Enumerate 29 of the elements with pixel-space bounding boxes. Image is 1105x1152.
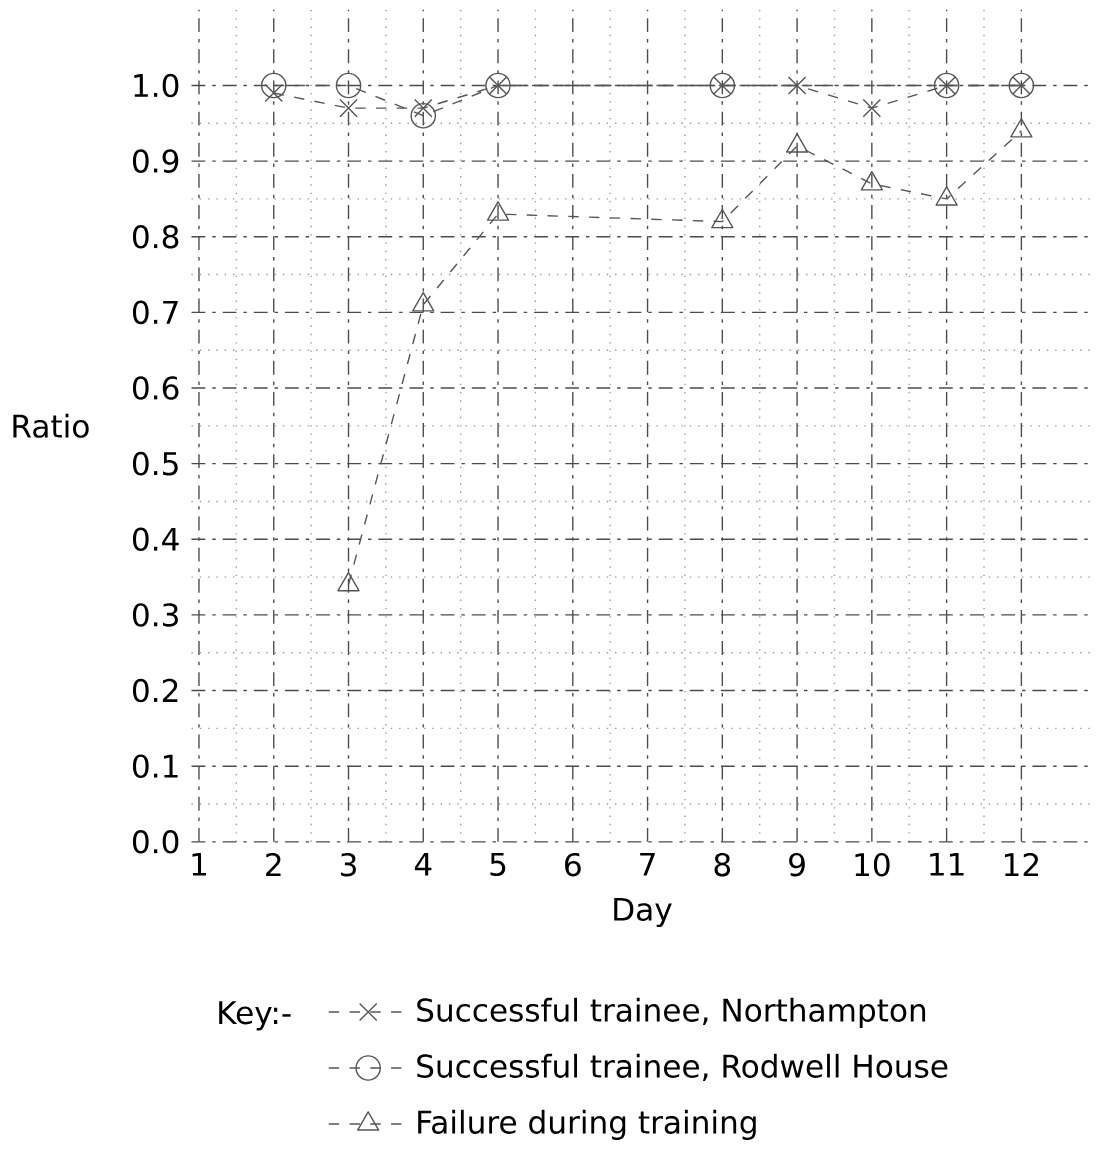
y-axis-title: Ratio <box>13 413 89 438</box>
x-tick-label: 2 <box>266 852 281 877</box>
legend-label: Successful trainee, Northampton <box>417 997 925 1028</box>
y-tick-label: 0.0 <box>132 830 179 854</box>
x-tick-label: 7 <box>640 852 655 876</box>
x-tick-label: 6 <box>564 852 581 877</box>
y-tick-label: 0.4 <box>132 527 179 552</box>
legend-title: Key:- <box>219 1001 291 1031</box>
y-tick-label: 0.1 <box>132 754 178 778</box>
x-tick-label: 3 <box>340 852 356 877</box>
legend-label: Failure during training <box>418 1109 756 1140</box>
y-tick-label: 0.5 <box>132 451 178 476</box>
y-tick-label: 1.0 <box>134 73 179 98</box>
legend-label: Successful trainee, Rodwell House <box>417 1053 948 1082</box>
y-tick-label: 0.2 <box>132 678 178 703</box>
x-tick-label: 10 <box>855 852 890 877</box>
y-tick-label: 0.7 <box>132 300 178 325</box>
y-tick-label: 0.8 <box>132 224 179 249</box>
x-tick-label: 4 <box>414 852 432 876</box>
x-tick-label: 5 <box>490 852 506 877</box>
x-tick-label: 12 <box>1004 852 1038 877</box>
x-tick-label: 9 <box>789 852 805 877</box>
x-tick-label: 1 <box>192 852 206 876</box>
y-tick-label: 0.6 <box>132 376 179 400</box>
x-tick-label: 8 <box>714 852 731 877</box>
x-axis-title: Day <box>614 897 672 928</box>
y-tick-label: 0.9 <box>132 149 179 173</box>
x-tick-label: 11 <box>930 852 964 876</box>
y-tick-label: 0.3 <box>132 603 178 627</box>
